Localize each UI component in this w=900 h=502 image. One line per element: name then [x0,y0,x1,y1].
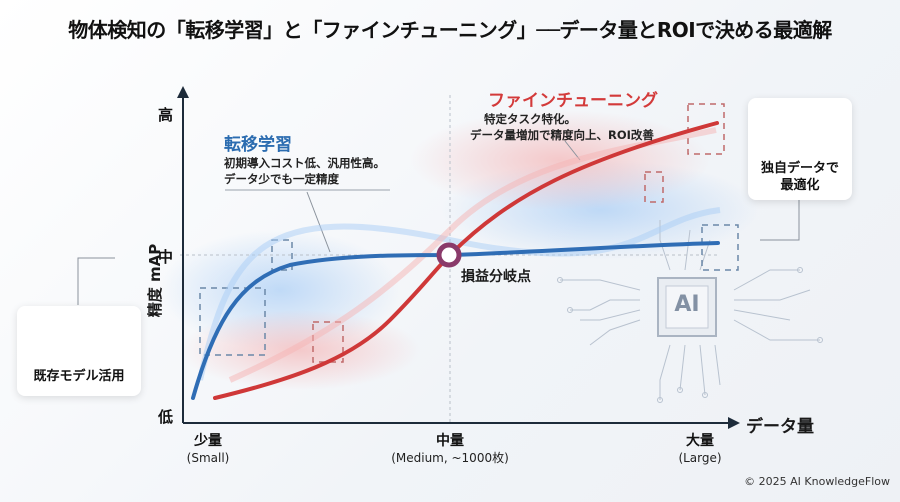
existing-model-label: 既存モデル活用 [33,369,125,384]
y-axis-label: 精度 mAP [146,243,165,318]
x-tick-small-sub: (Small) [186,451,230,465]
page-title: 物体検知の「転移学習」と「ファインチューニング」──データ量とROIで決める最適… [68,18,832,42]
ai-chip-label: AI [674,292,700,317]
custom-data-line2: 最適化 [780,178,820,193]
copyright: © 2025 AI KnowledgeFlow [744,475,890,488]
x-tick-small-main: 少量 [194,433,222,449]
transfer-annotation: 転移学習 初期導入コスト低、汎用性高。 データ少でも一定精度 [224,130,385,187]
transfer-title: 転移学習 [224,135,292,155]
x-tick-large: 大量 (Large) [672,433,728,467]
finetune-title: ファインチューニング [488,91,658,111]
existing-model-card: 既存モデル活用 [17,306,141,396]
x-tick-small: 少量 (Small) [180,433,236,467]
x-axis-label: データ量 [746,417,814,437]
custom-data-line1: 独自データで [760,161,839,176]
x-tick-large-sub: (Large) [678,451,722,465]
transfer-desc-1: 初期導入コスト低、汎用性高。 [224,156,385,170]
x-tick-large-main: 大量 [686,433,714,449]
transfer-learning-curve [191,241,720,400]
x-tick-medium-main: 中量 [436,433,464,449]
x-tick-medium-sub: (Medium, ~1000枚) [391,451,509,465]
finetune-desc-1: 特定タスク特化。 [484,112,576,126]
finetune-desc-2: データ量増加で精度向上、ROI改善 [470,128,654,142]
custom-data-card: 独自データで 最適化 [748,98,852,200]
custom-data-label: 独自データで 最適化 [748,160,852,194]
fine-tuning-curve [213,121,719,400]
breakeven-label: 損益分岐点 [461,269,531,285]
y-tick-low: 低 [158,408,174,426]
ai-chip-icon [557,220,823,403]
y-tick-high: 高 [158,106,174,124]
x-tick-medium: 中量 (Medium, ~1000枚) [375,433,525,467]
y-tick-mid: 中 [158,248,174,266]
transfer-desc-2: データ少でも一定精度 [224,172,339,186]
finetune-annotation: ファインチューニング 特定タスク特化。 データ量増加で精度向上、ROI改善 [470,86,658,143]
